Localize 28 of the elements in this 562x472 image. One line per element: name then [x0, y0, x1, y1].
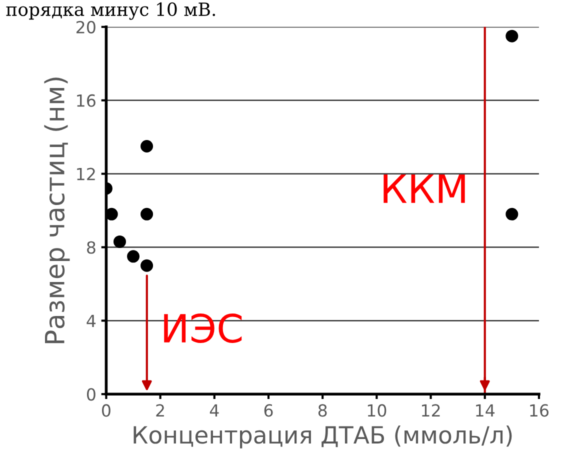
y-tick-label: 8	[87, 241, 96, 254]
x-tick-label: 14	[476, 404, 495, 417]
point	[140, 208, 154, 220]
point	[127, 250, 140, 263]
ref-line-label: ККМ	[384, 174, 465, 203]
point	[140, 259, 154, 272]
x-tick-label: 6	[264, 404, 273, 417]
x-tick-label: 16	[530, 404, 549, 417]
y-tick-label: 12	[77, 168, 95, 180]
point	[506, 208, 518, 220]
x-tick-label: 0	[102, 404, 110, 417]
point	[506, 30, 518, 42]
y-axis-title: Размер частиц (нм)	[44, 78, 70, 344]
annotation: ИЭС	[164, 314, 242, 343]
x-tick-label: 12	[422, 404, 440, 417]
text: порядка минус 10 мВ.	[6, 2, 216, 20]
y-tick-label: 20	[76, 20, 96, 34]
x-tick-label: 4	[210, 404, 219, 417]
x-tick-label: 8	[318, 404, 327, 417]
x-tick-label: 2	[156, 404, 164, 417]
point	[113, 235, 126, 248]
point	[106, 208, 118, 220]
x-tick-label: 10	[368, 404, 386, 417]
y-tick-label: 4	[86, 314, 96, 328]
point	[140, 140, 154, 152]
x-axis-title: Концентрация ДТАБ (ммоль/л)	[134, 426, 512, 448]
y-tick-label: 0	[86, 388, 96, 401]
y-tick-label: 16	[77, 94, 96, 107]
